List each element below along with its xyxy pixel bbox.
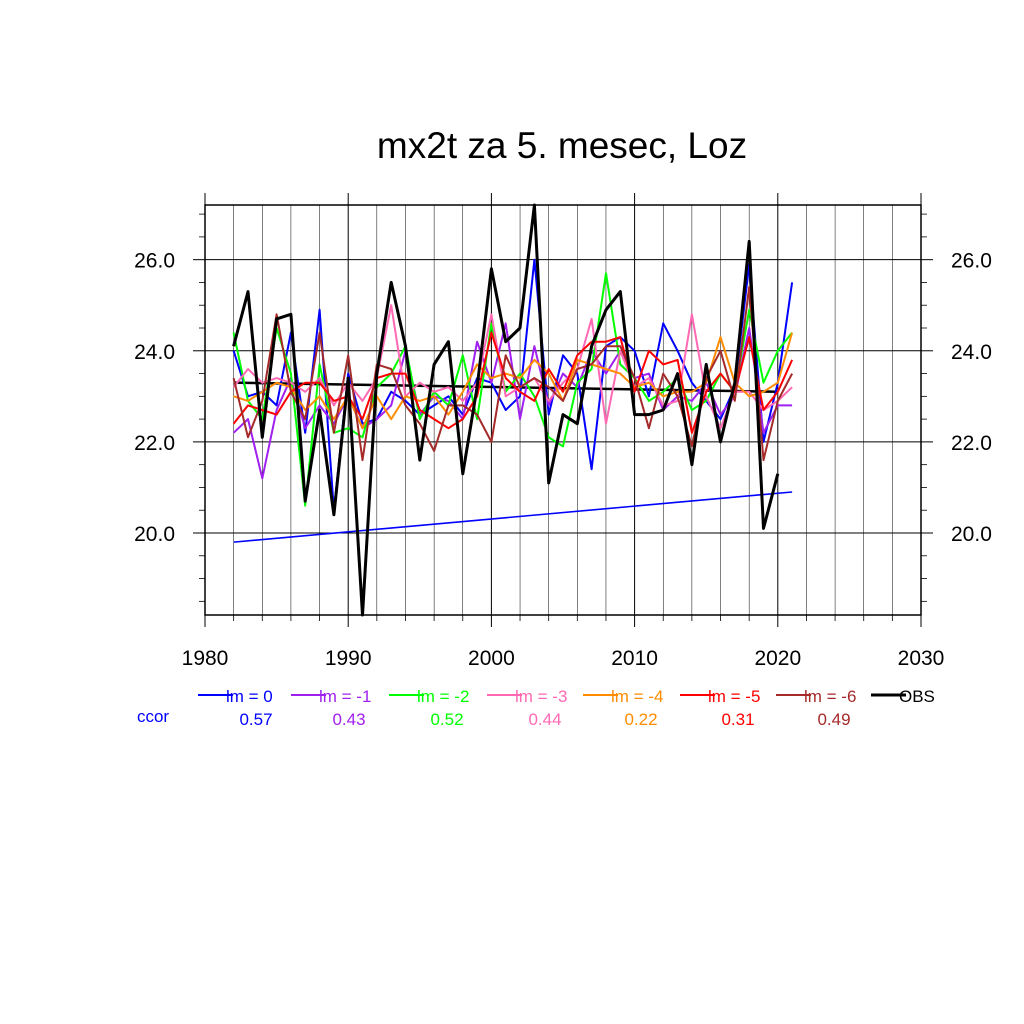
x-tick-label: 2030 xyxy=(898,647,945,670)
x-tick-label: 1980 xyxy=(182,647,229,670)
ccor-value: 0.44 xyxy=(528,710,561,729)
series-lines xyxy=(232,203,794,617)
plot-frame xyxy=(204,204,922,616)
legend-label: lm = -1 xyxy=(319,687,371,706)
ccor-value: 0.43 xyxy=(332,710,365,729)
ccor-value: 0.57 xyxy=(239,710,272,729)
ccor-value: 0.52 xyxy=(430,710,463,729)
ccor-value: 0.49 xyxy=(817,710,850,729)
y-tick-label-right: 20.0 xyxy=(951,523,992,546)
legend: lm = 0 0.57 lm = -1 0.43 lm = -2 0.52 lm = -3 0… xyxy=(137,687,935,729)
x-tick-label: 2000 xyxy=(468,647,515,670)
y-tick-label-right: 22.0 xyxy=(951,432,992,455)
y-tick-label-left: 26.0 xyxy=(134,250,175,273)
chart-title: mx2t za 5. mesec, Loz xyxy=(377,125,747,166)
legend-label: lm = -6 xyxy=(804,687,856,706)
x-tick-label: 2020 xyxy=(754,647,801,670)
x-tick-label: 1990 xyxy=(325,647,372,670)
ccor-value: 0.31 xyxy=(721,710,754,729)
legend-label: lm = -5 xyxy=(708,687,760,706)
legend-label: lm = -3 xyxy=(515,687,567,706)
trend-line xyxy=(233,491,793,543)
series-line xyxy=(233,332,794,430)
legend-label: lm = -2 xyxy=(417,687,469,706)
legend-label: lm = -4 xyxy=(611,687,663,706)
axes: 1980 1990 2000 2010 2020 2030 20.0 20.0 22.0 22.0… xyxy=(134,193,992,670)
y-tick-label-right: 24.0 xyxy=(951,341,992,364)
y-tick-label-left: 22.0 xyxy=(134,432,175,455)
legend-label: lm = 0 xyxy=(226,687,273,706)
y-tick-label-left: 20.0 xyxy=(134,523,175,546)
series-line xyxy=(232,203,780,617)
y-tick-label-right: 26.0 xyxy=(951,250,992,273)
x-tick-label: 2010 xyxy=(611,647,658,670)
ccor-value: 0.22 xyxy=(624,710,657,729)
y-tick-label-left: 24.0 xyxy=(134,341,175,364)
legend-label: OBS xyxy=(899,687,935,706)
ccor-label: ccor xyxy=(137,707,169,726)
